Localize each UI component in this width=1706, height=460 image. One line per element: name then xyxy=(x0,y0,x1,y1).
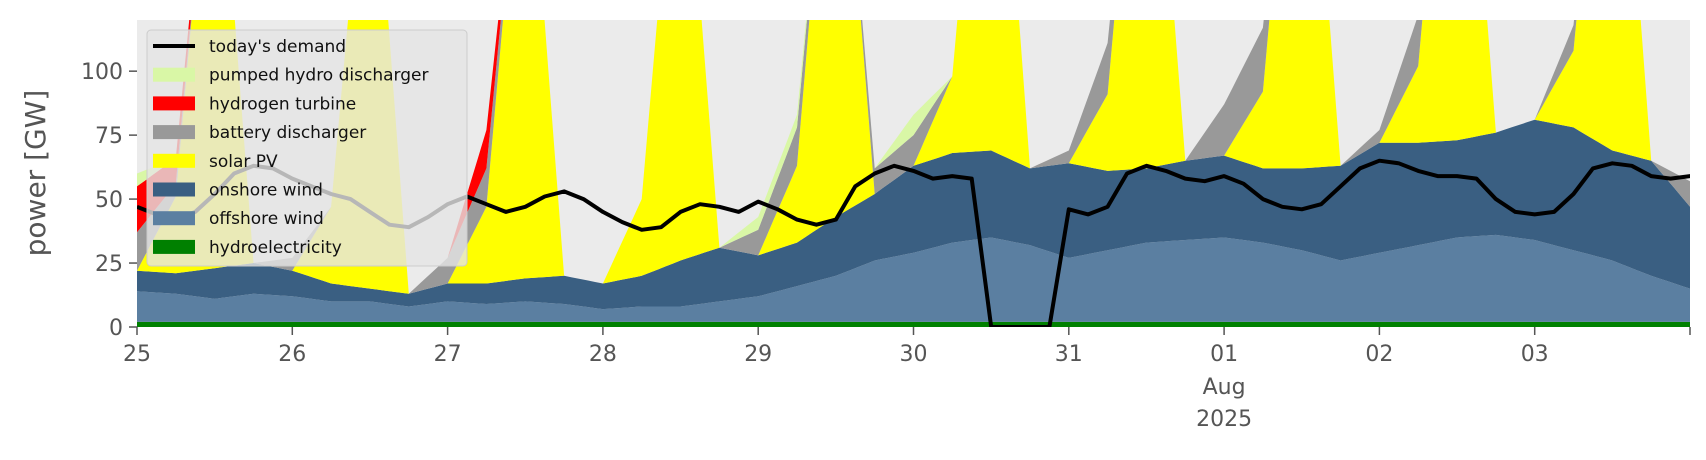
legend-label: hydrogen turbine xyxy=(209,94,356,114)
x-tick-label: 30 xyxy=(900,342,928,367)
legend-label: battery discharger xyxy=(209,123,366,143)
x-tick-label: 25 xyxy=(123,342,151,367)
y-axis-label: power [GW] xyxy=(19,90,52,257)
legend-swatch-hydrogen-turbine xyxy=(153,96,195,111)
area-battery-discharger xyxy=(137,20,1690,294)
demand-line xyxy=(137,158,1690,327)
legend-label: onshore wind xyxy=(209,181,323,201)
x-tick-label: 28 xyxy=(589,342,617,367)
x-tick-month-label: Aug xyxy=(1203,375,1246,400)
y-tick-label: 0 xyxy=(109,316,123,341)
area-solar-pv xyxy=(137,20,1690,294)
legend-swatch-onshore-wind xyxy=(153,182,195,197)
legend-swatch-hydroelectricity xyxy=(153,239,195,254)
x-tick-label: 03 xyxy=(1521,342,1549,367)
demand-layer xyxy=(137,158,1690,327)
legend-swatch-offshore-wind xyxy=(153,211,195,226)
area-hydroelectricity xyxy=(137,321,1690,327)
legend-label: offshore wind xyxy=(209,209,324,229)
legend-box xyxy=(146,29,468,267)
legend: today's demand pumped hydro discharger hyd… xyxy=(146,29,468,267)
x-tick-year-label: 2025 xyxy=(1196,407,1252,432)
area-onshore-wind xyxy=(137,119,1690,310)
legend-label: solar PV xyxy=(209,152,278,172)
x-tick-label: 02 xyxy=(1365,342,1393,367)
legend-label: pumped hydro discharger xyxy=(209,66,428,86)
area-offshore-wind xyxy=(137,234,1690,322)
legend-label: today's demand xyxy=(209,37,346,57)
x-tick-label: 29 xyxy=(744,342,772,367)
legend-swatch-pumped-hydro-discharger xyxy=(153,67,195,82)
x-tick-label: 31 xyxy=(1055,342,1083,367)
y-tick-label: 50 xyxy=(95,188,123,213)
legend-label: hydroelectricity xyxy=(209,238,342,258)
legend-swatch-solar-pv xyxy=(153,153,195,168)
x-tick-label: 27 xyxy=(434,342,462,367)
x-tick-label: 26 xyxy=(278,342,306,367)
y-tick-label: 100 xyxy=(81,60,123,85)
area-layers xyxy=(137,20,1690,327)
y-tick-label: 75 xyxy=(95,124,123,149)
y-tick-label: 25 xyxy=(95,252,123,277)
x-tick-label: 01 xyxy=(1210,342,1238,367)
legend-swatch-battery-discharger xyxy=(153,125,195,140)
